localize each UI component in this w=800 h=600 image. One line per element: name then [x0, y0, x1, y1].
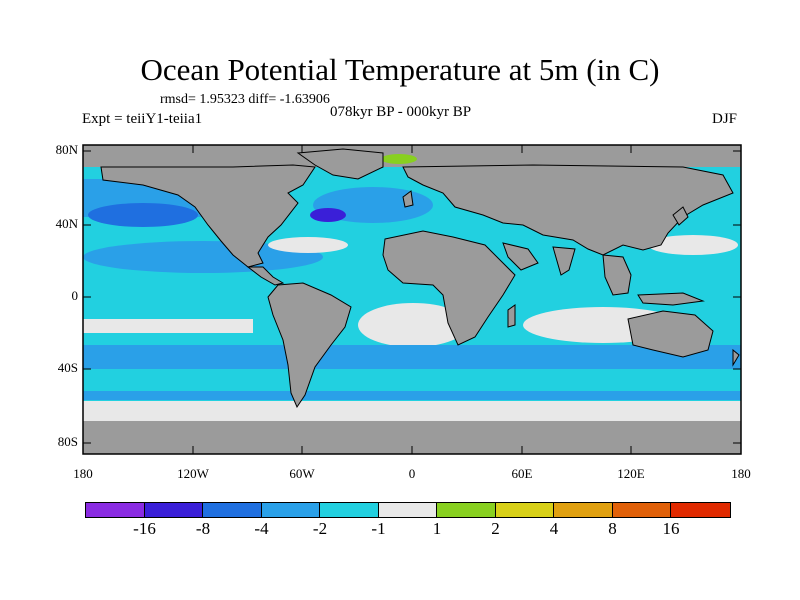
africa: [382, 230, 516, 346]
colorbar-label: 2: [491, 519, 500, 538]
madagascar: [507, 304, 516, 328]
colorbar-box: [554, 503, 613, 517]
north-atlantic-cold-patch: [310, 208, 346, 222]
colorbar-box: [320, 503, 379, 517]
colorbar-label: 8: [608, 519, 617, 538]
plot-title: Ocean Potential Temperature at 5m (in C): [140, 52, 660, 87]
lat-label-40n: 40N: [55, 216, 78, 231]
west-pacific-light: [648, 235, 738, 255]
southern-ocean-turquoise: [83, 369, 741, 391]
colorbar-box: [495, 503, 554, 517]
lat-label-0: 0: [71, 288, 79, 303]
india: [552, 246, 576, 276]
lon-label-180e: 180: [731, 466, 751, 481]
colorbar-box: [437, 503, 496, 517]
colorbar: [85, 502, 731, 518]
colorbar-box: [86, 503, 145, 517]
rmsd-diff-label: rmsd= 1.95323 diff= -1.63906: [160, 92, 330, 107]
experiment-label: Expt = teiiY1-teiia1: [82, 111, 203, 127]
indonesia: [637, 292, 705, 306]
lat-label-80s: 80S: [57, 434, 78, 449]
north-pacific-cold-patch: [88, 203, 198, 227]
land: [100, 148, 740, 409]
colorbar-label: -16: [133, 519, 156, 538]
uk: [402, 190, 414, 208]
colorbar-label: -8: [195, 519, 211, 538]
axis-ticks: [82, 145, 742, 454]
greenland-warm-patch: [381, 154, 417, 164]
new-zealand: [732, 348, 740, 367]
colorbar-box: [671, 503, 730, 517]
colorbar-label: -1: [371, 519, 386, 538]
colorbar-box: [144, 503, 203, 517]
lon-label-60w: 60W: [289, 466, 315, 481]
colorbar-label: 4: [549, 519, 559, 538]
arabia: [502, 242, 539, 271]
ocean-temperature-map: [82, 144, 742, 455]
colorbar-label: -4: [254, 519, 269, 538]
colorbar-box: [378, 503, 437, 517]
colorbar-box: [261, 503, 320, 517]
central-america: [246, 266, 285, 286]
lon-label-180w: 180: [73, 466, 93, 481]
south-pacific-light-band: [83, 319, 253, 333]
greenland: [296, 148, 384, 180]
colorbar-box: [612, 503, 671, 517]
south-america: [267, 282, 352, 409]
north-america: [100, 164, 316, 268]
southeast-asia: [602, 254, 632, 296]
lon-label-0: 0: [408, 466, 416, 481]
colorbar-label: 1: [432, 519, 442, 538]
lon-label-120w: 120W: [177, 466, 209, 481]
colorbar-label: -2: [312, 519, 328, 538]
lat-label-80n: 80N: [55, 142, 78, 157]
australia: [627, 310, 714, 358]
season-label: DJF: [712, 111, 738, 127]
colorbar-label: 16: [662, 519, 680, 538]
lon-label-120e: 120E: [617, 466, 645, 481]
south-atlantic-light: [358, 303, 468, 347]
southern-ocean-light: [83, 401, 741, 421]
period-label: 078kyr BP - 000kyr BP: [330, 104, 472, 120]
subtropical-pacific-band: [83, 241, 323, 273]
colorbar-box: [203, 503, 262, 517]
japan: [672, 206, 689, 226]
subtropical-atlantic-light: [268, 237, 348, 253]
lat-label-40s: 40S: [57, 360, 78, 375]
lon-label-60e: 60E: [511, 466, 533, 481]
